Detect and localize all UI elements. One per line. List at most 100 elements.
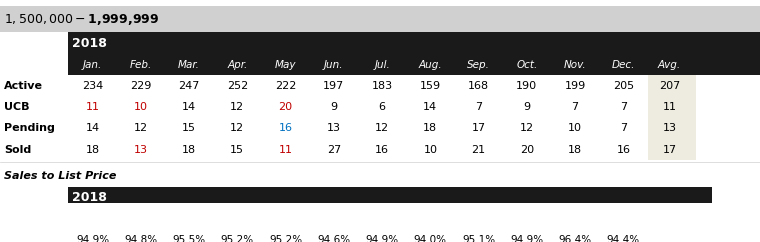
Text: Sep.: Sep. xyxy=(467,214,490,224)
Text: 10: 10 xyxy=(423,145,437,155)
Text: 2018: 2018 xyxy=(72,37,107,50)
FancyBboxPatch shape xyxy=(0,75,760,96)
Text: 12: 12 xyxy=(375,123,389,133)
Text: 222: 222 xyxy=(275,81,296,91)
Text: 18: 18 xyxy=(85,145,100,155)
Text: 12: 12 xyxy=(134,123,148,133)
Text: 27: 27 xyxy=(327,145,341,155)
Text: 12: 12 xyxy=(230,102,245,112)
Text: 96.4%: 96.4% xyxy=(559,235,592,242)
Text: 207: 207 xyxy=(659,81,680,91)
Text: 94.9%: 94.9% xyxy=(510,235,543,242)
Text: 11: 11 xyxy=(86,102,100,112)
Text: 11: 11 xyxy=(279,145,293,155)
Text: Nov.: Nov. xyxy=(564,214,587,224)
Text: 21: 21 xyxy=(471,145,486,155)
Text: Jun.: Jun. xyxy=(324,60,344,70)
Text: Feb.: Feb. xyxy=(130,214,152,224)
Text: Jan.: Jan. xyxy=(83,214,102,224)
Text: 13: 13 xyxy=(663,123,676,133)
FancyBboxPatch shape xyxy=(0,139,760,160)
Text: Jan.: Jan. xyxy=(83,60,102,70)
Text: 94.9%: 94.9% xyxy=(366,235,399,242)
Text: 95.5%: 95.5% xyxy=(173,235,206,242)
Text: Pending: Pending xyxy=(4,123,55,133)
Text: UCB: UCB xyxy=(4,102,30,112)
Text: 229: 229 xyxy=(130,81,151,91)
FancyBboxPatch shape xyxy=(68,55,760,75)
Text: Jul.: Jul. xyxy=(374,60,390,70)
Text: 12: 12 xyxy=(520,123,534,133)
Text: 16: 16 xyxy=(616,145,630,155)
Text: 14: 14 xyxy=(182,102,196,112)
Text: 15: 15 xyxy=(230,145,244,155)
Text: 95.1%: 95.1% xyxy=(462,235,496,242)
Text: Jul.: Jul. xyxy=(374,214,390,224)
Text: 7: 7 xyxy=(620,123,627,133)
Text: Apr.: Apr. xyxy=(275,214,296,224)
Text: 199: 199 xyxy=(565,81,586,91)
Text: 9: 9 xyxy=(524,102,530,112)
Text: 159: 159 xyxy=(420,81,441,91)
Text: 94.9%: 94.9% xyxy=(76,235,109,242)
Text: 10: 10 xyxy=(568,123,582,133)
Text: Dec.: Dec. xyxy=(612,60,635,70)
Text: 20: 20 xyxy=(278,102,293,112)
Text: Sales to List Price: Sales to List Price xyxy=(4,171,116,181)
FancyBboxPatch shape xyxy=(0,229,760,242)
FancyBboxPatch shape xyxy=(0,96,760,118)
Text: 9: 9 xyxy=(331,102,337,112)
Text: Avg.: Avg. xyxy=(658,60,681,70)
Text: 168: 168 xyxy=(468,81,489,91)
Text: 13: 13 xyxy=(134,145,147,155)
Text: Mar.: Mar. xyxy=(178,214,200,224)
FancyBboxPatch shape xyxy=(0,118,760,139)
FancyBboxPatch shape xyxy=(648,139,696,160)
Text: Aug.: Aug. xyxy=(419,60,442,70)
Text: Apr.: Apr. xyxy=(227,60,248,70)
Text: Active: Active xyxy=(4,81,43,91)
Text: 13: 13 xyxy=(327,123,340,133)
Text: 94.0%: 94.0% xyxy=(414,235,447,242)
Text: 11: 11 xyxy=(663,102,676,112)
Text: 205: 205 xyxy=(613,81,634,91)
Text: 10: 10 xyxy=(134,102,147,112)
Text: Dec.: Dec. xyxy=(612,214,635,224)
Text: Apr.: Apr. xyxy=(227,214,248,224)
Text: 190: 190 xyxy=(516,81,537,91)
Text: Oct.: Oct. xyxy=(516,214,537,224)
Text: Mar.: Mar. xyxy=(178,60,200,70)
Text: 94.6%: 94.6% xyxy=(317,235,350,242)
Text: 15: 15 xyxy=(182,123,196,133)
Text: 14: 14 xyxy=(423,102,438,112)
Text: 7: 7 xyxy=(620,102,627,112)
Text: 197: 197 xyxy=(323,81,344,91)
Text: 7: 7 xyxy=(572,102,578,112)
Text: 16: 16 xyxy=(375,145,389,155)
Text: 2018: 2018 xyxy=(72,191,107,204)
Text: 95.2%: 95.2% xyxy=(220,235,254,242)
Text: 17: 17 xyxy=(663,145,676,155)
Text: Sep.: Sep. xyxy=(467,60,490,70)
Text: Sold: Sold xyxy=(4,145,31,155)
Text: Nov.: Nov. xyxy=(564,60,587,70)
Text: 14: 14 xyxy=(85,123,100,133)
FancyBboxPatch shape xyxy=(68,209,711,229)
FancyBboxPatch shape xyxy=(648,118,696,139)
Text: 18: 18 xyxy=(182,145,196,155)
FancyBboxPatch shape xyxy=(648,75,696,96)
Text: 94.4%: 94.4% xyxy=(606,235,640,242)
Text: 20: 20 xyxy=(520,145,534,155)
Text: 12: 12 xyxy=(230,123,245,133)
Text: 6: 6 xyxy=(378,102,385,112)
Text: 252: 252 xyxy=(226,81,248,91)
Text: 18: 18 xyxy=(423,123,438,133)
Text: 16: 16 xyxy=(279,123,293,133)
Text: Feb.: Feb. xyxy=(130,60,152,70)
FancyBboxPatch shape xyxy=(648,96,696,118)
Text: 18: 18 xyxy=(568,145,582,155)
FancyBboxPatch shape xyxy=(0,6,760,32)
Text: $1,500,000 - $1,999,999: $1,500,000 - $1,999,999 xyxy=(4,12,159,27)
Text: 7: 7 xyxy=(475,102,482,112)
Text: 95.2%: 95.2% xyxy=(269,235,302,242)
